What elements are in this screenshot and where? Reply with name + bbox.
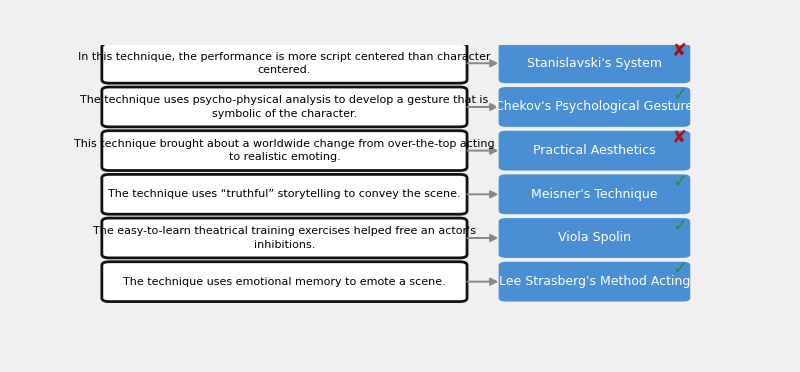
Text: The technique uses psycho-physical analysis to develop a gesture that is
symboli: The technique uses psycho-physical analy… <box>80 95 489 119</box>
Text: This technique brought about a worldwide change from over-the-top acting
to real: This technique brought about a worldwide… <box>74 139 494 162</box>
Text: ✓: ✓ <box>672 217 687 234</box>
Text: Stanislavski's System: Stanislavski's System <box>527 57 662 70</box>
Text: Viola Spolin: Viola Spolin <box>558 231 631 244</box>
Text: Practical Aesthetics: Practical Aesthetics <box>533 144 656 157</box>
Text: ✘: ✘ <box>672 42 687 60</box>
FancyBboxPatch shape <box>102 174 467 214</box>
FancyBboxPatch shape <box>498 87 690 127</box>
FancyBboxPatch shape <box>102 44 467 83</box>
Text: ✓: ✓ <box>672 86 687 103</box>
Text: The technique uses emotional memory to emote a scene.: The technique uses emotional memory to e… <box>123 277 446 287</box>
FancyBboxPatch shape <box>498 174 690 214</box>
FancyBboxPatch shape <box>102 218 467 258</box>
Text: ✘: ✘ <box>672 129 687 147</box>
FancyBboxPatch shape <box>498 131 690 170</box>
Text: ✓: ✓ <box>672 260 687 278</box>
FancyBboxPatch shape <box>102 131 467 170</box>
Text: Chekov's Psychological Gesture: Chekov's Psychological Gesture <box>495 100 694 113</box>
FancyBboxPatch shape <box>498 262 690 302</box>
FancyBboxPatch shape <box>498 218 690 258</box>
Text: The technique uses “truthful” storytelling to convey the scene.: The technique uses “truthful” storytelli… <box>108 189 461 199</box>
FancyBboxPatch shape <box>102 87 467 127</box>
FancyBboxPatch shape <box>498 44 690 83</box>
Text: Meisner's Technique: Meisner's Technique <box>531 188 658 201</box>
Text: Lee Strasberg's Method Acting: Lee Strasberg's Method Acting <box>498 275 690 288</box>
Text: In this technique, the performance is more script centered than character
center: In this technique, the performance is mo… <box>78 52 490 75</box>
FancyBboxPatch shape <box>102 262 467 302</box>
Text: ✓: ✓ <box>672 173 687 191</box>
Text: The easy-to-learn theatrical training exercises helped free an actor's
inhibitio: The easy-to-learn theatrical training ex… <box>93 227 476 250</box>
